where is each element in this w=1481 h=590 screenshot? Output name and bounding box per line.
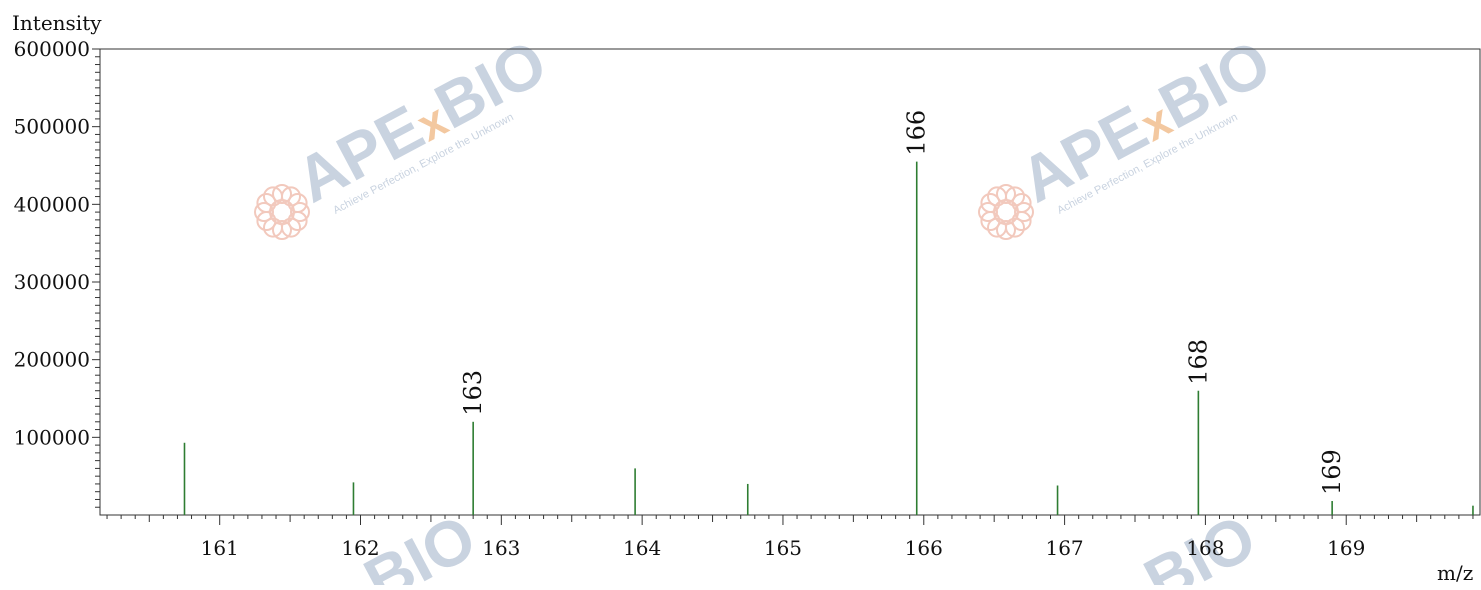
watermark-logo-icon — [254, 184, 310, 240]
x-tick-label: 165 — [764, 536, 802, 560]
x-axis: 161 162 163 164 165 166 167 168 169 — [106, 515, 1474, 560]
peak-layer: 163 166 168 169 — [183, 110, 1474, 515]
y-axis: 100000 200000 300000 400000 500000 600000 — [14, 37, 100, 508]
peak-label: 163 — [459, 370, 487, 416]
x-tick-label: 166 — [905, 536, 943, 560]
peak-label: 169 — [1318, 449, 1346, 495]
y-tick-label: 500000 — [14, 115, 90, 139]
x-tick-label: 167 — [1045, 536, 1083, 560]
y-tick-label: 100000 — [14, 425, 90, 449]
x-tick-label: 164 — [623, 536, 661, 560]
watermark-brand: APExBIO — [285, 26, 558, 217]
y-tick-label: 600000 — [14, 37, 90, 61]
peak-label: 166 — [903, 110, 931, 156]
peak-label: 168 — [1184, 339, 1212, 385]
plot-frame — [99, 48, 1481, 516]
watermark-brand: APExBIO — [1009, 26, 1282, 217]
x-tick-label: 163 — [482, 536, 520, 560]
x-tick-label: 162 — [341, 536, 379, 560]
x-axis-title: m/z — [1437, 561, 1473, 585]
x-tick-label: 169 — [1327, 536, 1365, 560]
x-tick-label: 168 — [1186, 536, 1224, 560]
y-tick-label: 300000 — [14, 270, 90, 294]
watermark-logo-icon — [978, 184, 1034, 240]
y-tick-label: 200000 — [14, 348, 90, 372]
y-axis-title: Intensity — [12, 11, 102, 35]
y-tick-label: 400000 — [14, 192, 90, 216]
x-tick-label: 161 — [201, 536, 239, 560]
